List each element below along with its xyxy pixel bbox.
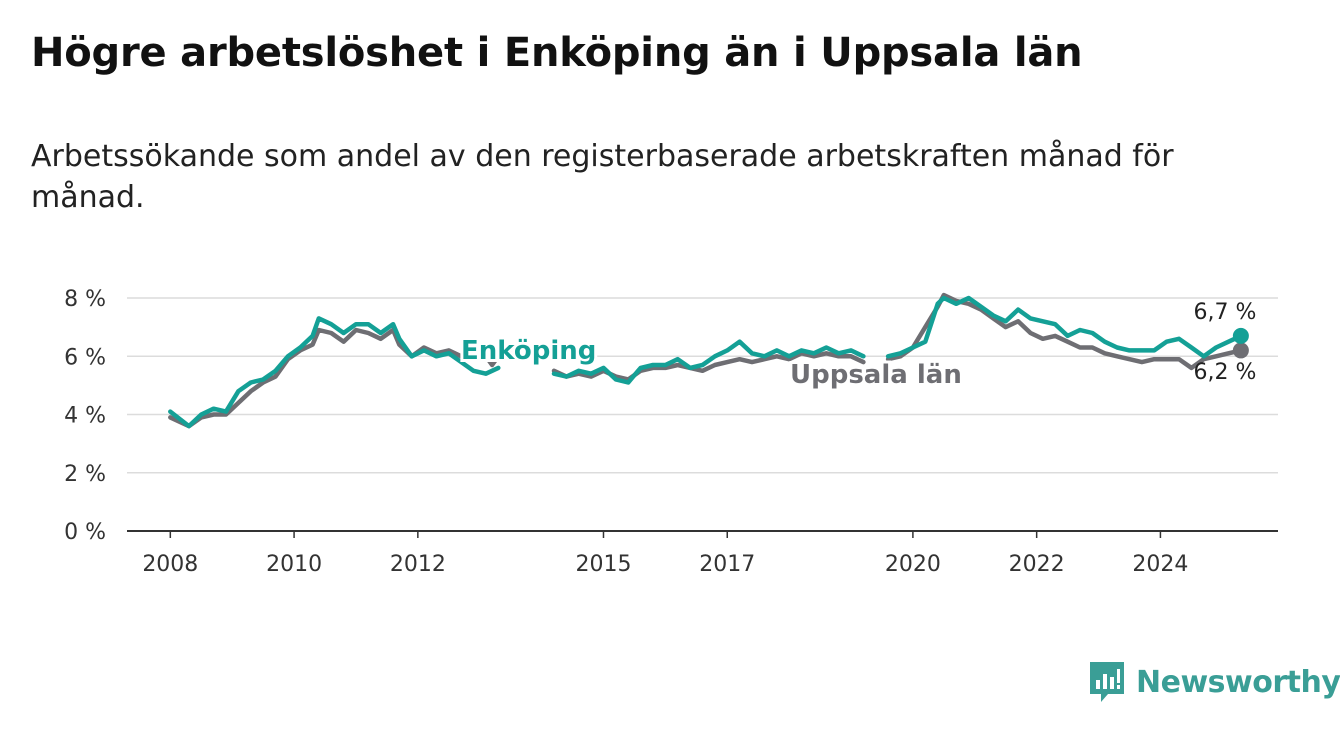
series-label-uppsala: Uppsala län [790, 360, 962, 390]
y-tick-label: 4 % [64, 404, 106, 429]
end-marker-uppsala-l-n [1232, 342, 1249, 359]
x-axis-ticks: 2008 2010 2012 2015 2017 2020 2022 2024 [142, 531, 1188, 577]
series-label-enkoping: Enköping [461, 336, 596, 366]
bar-chart-icon [1090, 662, 1124, 702]
y-tick-label: 2 % [64, 462, 106, 487]
chart-subtitle: Arbetssökande som andel av den registerb… [31, 139, 1174, 215]
x-tick-label: 2022 [1009, 552, 1065, 577]
x-tick-label: 2017 [699, 552, 755, 577]
chart-title: Högre arbetslöshet i Enköping än i Uppsa… [31, 30, 1083, 76]
x-tick-label: 2008 [142, 552, 198, 577]
series-lines [168, 292, 1249, 429]
series-line-enk-ping [168, 295, 1244, 429]
x-tick-label: 2015 [575, 552, 631, 577]
x-tick-label: 2010 [266, 552, 322, 577]
x-tick-label: 2012 [390, 552, 446, 577]
y-axis-ticks: 0 % 2 % 4 % 6 % 8 % [64, 287, 106, 545]
y-tick-label: 6 % [64, 345, 106, 370]
y-tick-label: 0 % [64, 520, 106, 545]
y-tick-label: 8 % [64, 287, 106, 312]
end-value-enkoping: 6,7 % [1194, 300, 1257, 325]
end-value-uppsala: 6,2 % [1194, 360, 1257, 385]
x-tick-label: 2024 [1132, 552, 1188, 577]
gridlines [127, 297, 1278, 532]
series-labels: Enköping Uppsala län 6,7 % 6,2 % [458, 300, 1257, 393]
brand-name: Newsworthy [1136, 664, 1340, 700]
x-tick-label: 2020 [885, 552, 941, 577]
newsworthy-logo: Newsworthy [1088, 659, 1340, 705]
end-marker-enk-ping [1232, 327, 1249, 344]
